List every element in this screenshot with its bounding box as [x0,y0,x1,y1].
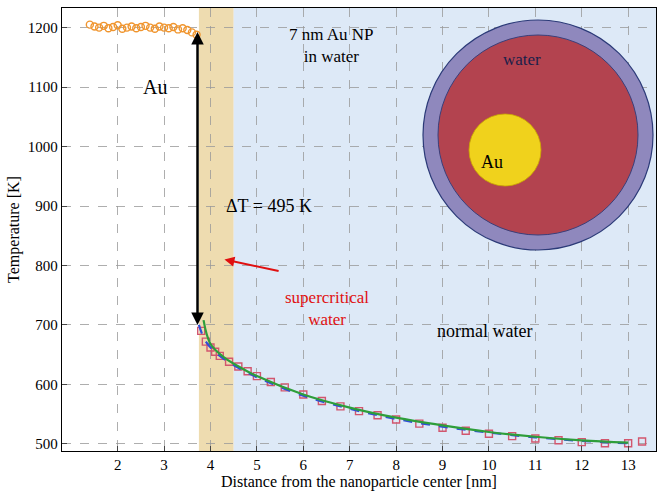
svg-text:11: 11 [528,457,542,473]
svg-text:10: 10 [481,457,496,473]
svg-text:Distance from the nanoparticle: Distance from the nanoparticle center [n… [221,473,497,491]
svg-text:ΔT = 495 K: ΔT = 495 K [226,196,312,216]
svg-text:13: 13 [621,457,636,473]
svg-text:normal water: normal water [437,321,532,341]
svg-text:1100: 1100 [28,79,57,95]
svg-text:4: 4 [207,457,215,473]
svg-text:Au: Au [481,152,503,172]
svg-text:12: 12 [574,457,589,473]
svg-text:3: 3 [160,457,168,473]
svg-text:Au: Au [143,76,167,98]
svg-text:1000: 1000 [28,139,58,155]
svg-text:8: 8 [392,457,400,473]
svg-text:2: 2 [114,457,122,473]
svg-text:7: 7 [346,457,354,473]
svg-text:5: 5 [253,457,261,473]
svg-text:water: water [503,50,541,69]
svg-text:Temperature [K]: Temperature [K] [5,176,23,283]
svg-text:supercriticalwater: supercriticalwater [285,288,369,329]
svg-text:700: 700 [35,317,58,333]
svg-text:9: 9 [439,457,447,473]
svg-text:800: 800 [35,258,58,274]
svg-text:500: 500 [35,436,58,452]
svg-text:600: 600 [35,377,58,393]
svg-text:6: 6 [300,457,308,473]
svg-text:1200: 1200 [28,20,58,36]
svg-text:900: 900 [35,198,58,214]
svg-text:7 nm Au NPin water: 7 nm Au NPin water [289,25,374,66]
